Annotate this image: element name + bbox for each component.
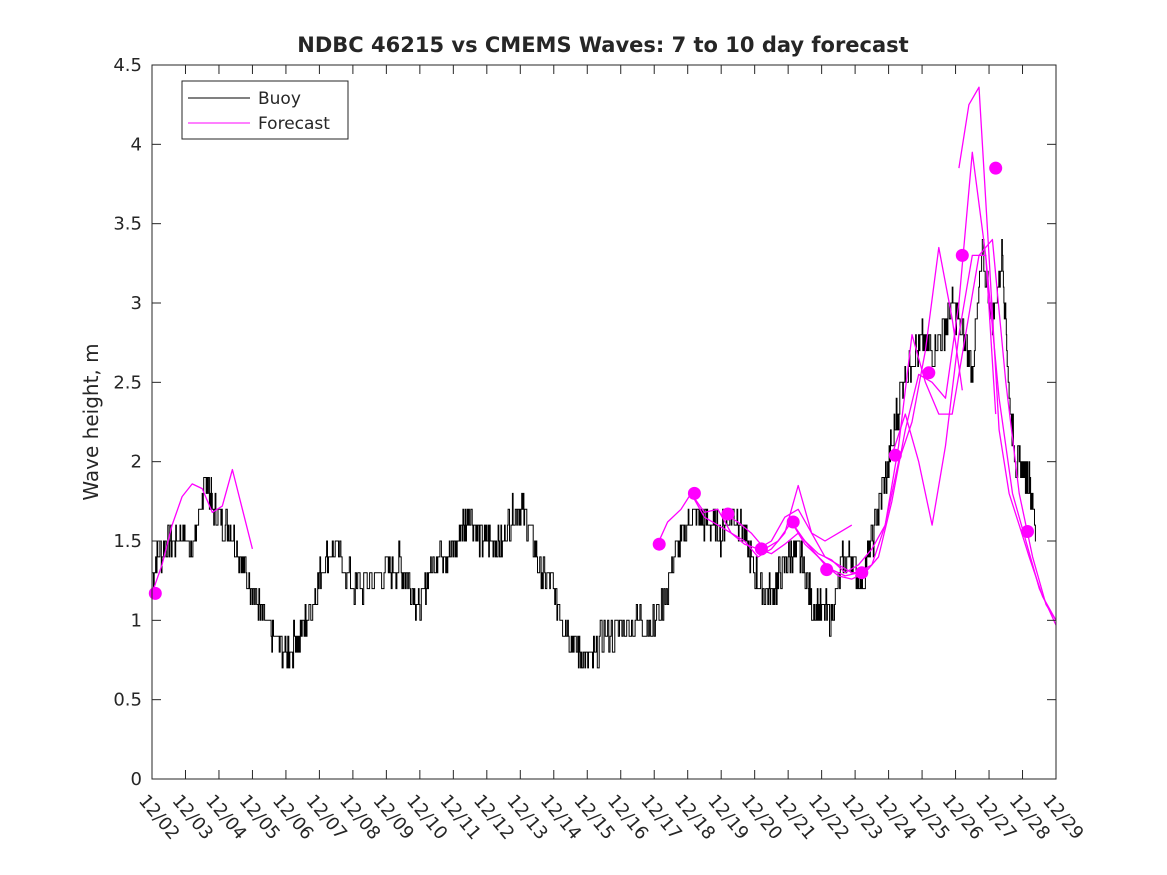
buoy-line bbox=[152, 239, 1036, 669]
forecast-marker bbox=[989, 161, 1003, 175]
legend-buoy-label: Buoy bbox=[258, 89, 301, 109]
forecast-marker bbox=[754, 542, 768, 556]
forecast-marker bbox=[888, 448, 902, 462]
y-tick-label: 1.5 bbox=[113, 531, 142, 552]
forecast-line-3 bbox=[690, 493, 866, 580]
forecast-line-1 bbox=[151, 468, 254, 594]
y-axis-ticks: 0 0.5 1 1.5 2 2.5 3 3.5 4 4.5 bbox=[113, 55, 1056, 790]
forecast-marker bbox=[820, 563, 834, 577]
axes-background bbox=[152, 65, 1056, 779]
axes-box bbox=[151, 64, 1057, 780]
series-forecast bbox=[151, 86, 1057, 626]
legend-box bbox=[181, 80, 349, 140]
forecast-line-5 bbox=[757, 151, 997, 574]
plot-area: 00.511.522.533.544.5 12/0212/0312/0412/0… bbox=[113, 55, 1087, 844]
chart-title: NDBC 46215 vs CMEMS Waves: 7 to 10 day f… bbox=[297, 33, 908, 57]
y-tick-label: 1 bbox=[131, 610, 142, 631]
y-tick-label: 2 bbox=[131, 452, 142, 473]
forecast-marker bbox=[687, 486, 701, 500]
y-tick-label: 0 bbox=[131, 769, 142, 790]
y-tick-label: 3 bbox=[131, 293, 142, 314]
forecast-marker bbox=[786, 515, 800, 529]
y-tick-label: 2.5 bbox=[113, 372, 142, 393]
y-tick-label: 3.5 bbox=[113, 214, 142, 235]
legend-forecast-label: Forecast bbox=[258, 114, 330, 134]
forecast-marker bbox=[1021, 525, 1034, 538]
forecast-line-8 bbox=[958, 86, 1057, 621]
legend: Buoy Forecast bbox=[181, 80, 349, 140]
forecast-marker bbox=[721, 507, 735, 521]
forecast-marker bbox=[148, 586, 162, 600]
forecast-marker bbox=[955, 248, 969, 262]
forecast-marker bbox=[652, 537, 666, 551]
y-tick-label: 4 bbox=[131, 134, 142, 155]
y-tick-label: 0.5 bbox=[113, 690, 142, 711]
y-tick-label: 4.5 bbox=[113, 55, 142, 76]
forecast-marker bbox=[922, 366, 936, 380]
forecast-line-2 bbox=[657, 484, 853, 558]
y-axis-label: Wave height, m bbox=[79, 343, 103, 500]
forecast-line-7 bbox=[891, 254, 1057, 626]
series-buoy bbox=[152, 239, 1036, 669]
forecast-line-6 bbox=[790, 238, 1057, 621]
forecast-marker bbox=[855, 566, 869, 580]
